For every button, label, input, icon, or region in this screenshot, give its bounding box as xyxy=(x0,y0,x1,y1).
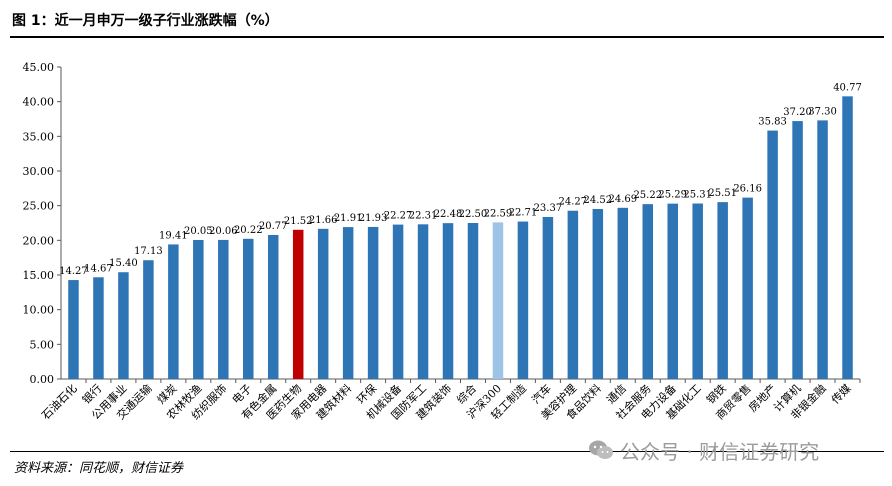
bar-食品饮料 xyxy=(592,208,604,379)
bar-建筑装饰 xyxy=(442,223,454,379)
data-label: 21.91 xyxy=(334,213,363,224)
data-label: 24.27 xyxy=(559,197,588,208)
x-category-label: 房地产 xyxy=(745,381,778,414)
bar-环保 xyxy=(367,226,379,379)
data-label: 22.71 xyxy=(509,208,538,219)
y-tick-label: 30.00 xyxy=(23,165,55,178)
bar-钢铁 xyxy=(717,202,728,379)
data-label: 24.69 xyxy=(608,194,637,205)
y-tick-label: 0.00 xyxy=(30,373,55,386)
y-tick-label: 5.00 xyxy=(30,338,55,351)
title-rule xyxy=(10,36,884,38)
bar-沪深300 xyxy=(492,222,504,379)
y-tick-label: 25.00 xyxy=(23,200,55,213)
bar-商贸零售 xyxy=(742,197,753,379)
bar-美容护理 xyxy=(567,210,579,379)
y-tick-label: 10.00 xyxy=(23,304,55,317)
data-label: 25.31 xyxy=(683,190,712,201)
bar-传媒 xyxy=(842,96,853,379)
watermark: 公众号 · 财信证券研究 xyxy=(588,436,819,464)
data-label: 20.77 xyxy=(259,221,288,232)
data-label: 14.67 xyxy=(84,263,113,274)
data-label: 24.52 xyxy=(584,195,613,206)
data-label: 15.40 xyxy=(109,258,138,269)
bar-交通运输 xyxy=(143,260,154,379)
y-tick-label: 45.00 xyxy=(23,61,55,74)
bar-电力设备 xyxy=(667,203,678,379)
data-label: 20.22 xyxy=(234,225,263,236)
data-label: 37.20 xyxy=(783,107,812,118)
data-label: 20.05 xyxy=(184,226,213,237)
data-label: 40.77 xyxy=(833,82,862,93)
bar-chart: 0.00 5.00 10.00 15.00 20.00 25.00 30.00 35.00 40… xyxy=(23,61,862,422)
data-label: 21.52 xyxy=(284,216,313,227)
bar-机械设备 xyxy=(392,224,404,379)
bar-有色金属 xyxy=(267,234,279,379)
wechat-icon xyxy=(589,440,613,459)
bar-汽车 xyxy=(542,216,554,379)
source-note: 资料来源：同花顺，财信证券 xyxy=(14,461,184,476)
y-tick-label: 35.00 xyxy=(23,130,55,143)
data-label: 19.41 xyxy=(159,230,188,241)
bar-医药生物 xyxy=(292,229,304,379)
data-label: 17.13 xyxy=(134,246,163,257)
y-tick-label: 20.00 xyxy=(23,234,55,247)
data-label: 25.51 xyxy=(708,188,737,199)
bar-轻工制造 xyxy=(517,221,529,379)
bar-综合 xyxy=(467,223,479,379)
data-label: 21.66 xyxy=(309,215,338,226)
data-label: 14.27 xyxy=(59,266,88,277)
bar-社会服务 xyxy=(642,204,654,379)
bar-房地产 xyxy=(767,130,778,379)
x-category-label: 传媒 xyxy=(829,382,854,407)
bar-通信 xyxy=(617,207,629,379)
bar-建筑材料 xyxy=(342,227,354,379)
data-label: 22.48 xyxy=(434,209,463,220)
chart-title: 图 1：近一月申万一级子行业涨跌幅（%） xyxy=(12,13,279,29)
data-label: 26.16 xyxy=(733,184,762,195)
data-label: 22.31 xyxy=(409,210,438,221)
bar-银行 xyxy=(93,277,104,379)
watermark-text: 公众号 · 财信证券研究 xyxy=(620,439,820,464)
data-label: 25.22 xyxy=(633,190,662,201)
footer-rule xyxy=(10,451,884,452)
data-label: 37.30 xyxy=(808,106,837,117)
data-label: 22.59 xyxy=(484,208,513,219)
data-label: 22.50 xyxy=(459,209,488,220)
bar-纺织服饰 xyxy=(218,239,229,379)
bar-家用电器 xyxy=(317,228,329,379)
y-tick-label: 40.00 xyxy=(23,96,55,109)
data-label: 20.06 xyxy=(209,226,238,237)
bar-计算机 xyxy=(792,121,803,379)
bar-电子 xyxy=(243,238,254,379)
bar-石油石化 xyxy=(68,280,79,379)
data-label: 22.27 xyxy=(384,211,413,222)
data-label: 23.37 xyxy=(534,203,563,214)
bar-煤炭 xyxy=(168,244,179,379)
bar-基础化工 xyxy=(692,203,703,379)
data-label: 25.29 xyxy=(658,190,687,201)
bar-国防军工 xyxy=(417,224,429,379)
bar-公用事业 xyxy=(118,272,129,379)
bar-非银金融 xyxy=(817,120,828,380)
x-category-label: 石油石化 xyxy=(39,381,80,422)
data-label: 21.93 xyxy=(359,213,388,224)
bar-农林牧渔 xyxy=(193,239,204,379)
data-label: 35.83 xyxy=(758,117,787,128)
y-tick-label: 15.00 xyxy=(23,269,55,282)
